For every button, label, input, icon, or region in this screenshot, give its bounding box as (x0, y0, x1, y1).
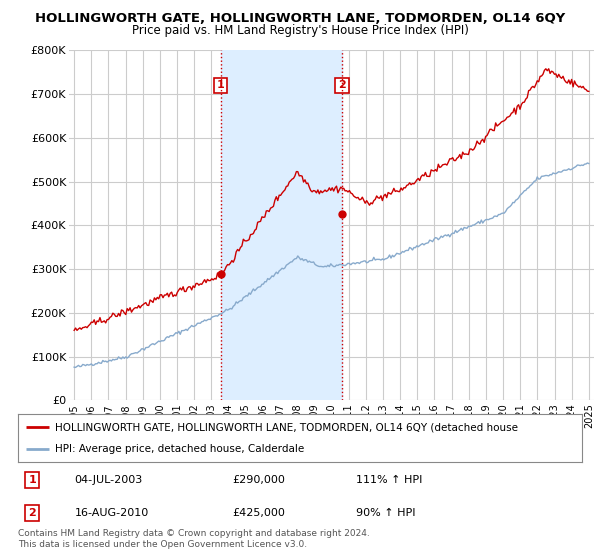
Text: 16-AUG-2010: 16-AUG-2010 (74, 508, 149, 518)
Text: £290,000: £290,000 (232, 475, 285, 485)
Text: HOLLINGWORTH GATE, HOLLINGWORTH LANE, TODMORDEN, OL14 6QY (detached house: HOLLINGWORTH GATE, HOLLINGWORTH LANE, TO… (55, 422, 518, 432)
Text: 2: 2 (338, 81, 346, 90)
Text: £425,000: £425,000 (232, 508, 285, 518)
Text: 2: 2 (28, 508, 36, 518)
Bar (221, 50, 342, 400)
Text: 1: 1 (28, 475, 36, 485)
Text: 90% ↑ HPI: 90% ↑ HPI (356, 508, 416, 518)
Text: 04-JUL-2003: 04-JUL-2003 (74, 475, 143, 485)
Text: HPI: Average price, detached house, Calderdale: HPI: Average price, detached house, Cald… (55, 444, 304, 454)
Text: HOLLINGWORTH GATE, HOLLINGWORTH LANE, TODMORDEN, OL14 6QY: HOLLINGWORTH GATE, HOLLINGWORTH LANE, TO… (35, 12, 565, 25)
Text: 111% ↑ HPI: 111% ↑ HPI (356, 475, 423, 485)
Text: Contains HM Land Registry data © Crown copyright and database right 2024.
This d: Contains HM Land Registry data © Crown c… (18, 529, 370, 549)
Text: Price paid vs. HM Land Registry's House Price Index (HPI): Price paid vs. HM Land Registry's House … (131, 24, 469, 37)
Text: 1: 1 (217, 81, 224, 90)
